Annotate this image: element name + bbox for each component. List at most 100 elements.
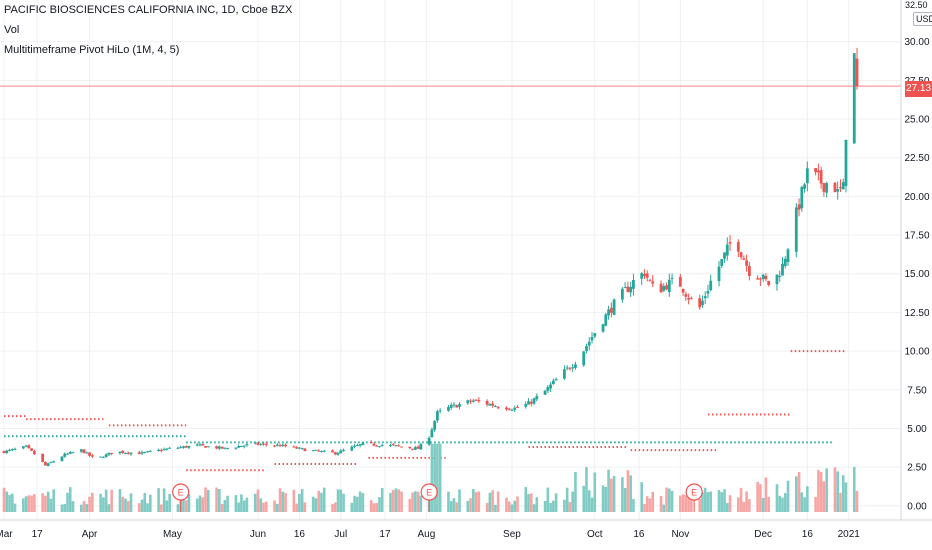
candle-body [237,446,241,448]
volume-bar [524,487,528,512]
time-axis-ticks[interactable]: Mar 17 Apr May Jun 16 Jul 17 Aug Sep Oct 16 Nov Dec 16… [0,529,860,540]
volume-bar [63,504,67,512]
candle-body [477,400,481,402]
volume-bar [839,492,842,512]
volume-bar [391,490,395,512]
candle-body [662,286,666,291]
candle-body [322,450,326,452]
volume-bar [709,491,713,512]
earnings-marker-label: E [178,488,184,498]
candle-body [687,298,691,300]
candle-body [278,445,282,447]
volume-bar [358,491,362,512]
candle-body [295,447,299,449]
candle-body [350,446,354,451]
volume-bar [800,492,804,512]
candle-body [678,276,682,287]
volume-bar [532,504,536,512]
candle-body [745,260,749,266]
price-tick-label: 5.00 [907,424,927,435]
candle-body [535,396,539,400]
volume-bar [648,498,652,512]
volume-bar [841,475,845,512]
volume-bar [339,489,343,512]
candle-body [159,450,163,452]
candle-body [433,420,437,430]
symbol-legend[interactable]: PACIFIC BIOSCIENCES CALIFORNIA INC, 1D, … [4,4,293,16]
candle-body [49,462,53,464]
volume-bar [587,490,591,512]
candle-body [783,258,787,266]
candle-body [256,442,260,445]
candle-body [30,448,34,451]
volume-bar [836,471,840,512]
volume-bar [623,488,627,512]
candle-body [626,286,630,292]
volume-bar [717,490,721,512]
currency-label[interactable]: USD [913,12,932,26]
candle-body [262,443,265,445]
volume-bar [85,504,89,512]
candle-body [742,258,746,260]
volume-bar [629,475,632,512]
candle-body [698,298,702,308]
volume-bar [24,496,28,512]
candle-body [195,444,199,446]
volume-bar [259,498,263,512]
volume-bar [380,487,384,512]
volume-bar [162,488,166,512]
candle-body [563,369,566,379]
candle-body [527,401,530,405]
candle-body [510,409,514,411]
candle-body [44,461,47,466]
volume-bar [182,493,185,512]
candle-body [516,406,519,408]
candle-body [157,449,160,452]
volume-bar [505,497,508,512]
candle-body [643,274,646,277]
candle-body [659,283,663,293]
volume-bar [389,492,392,512]
candle-body [27,445,31,449]
volume-bar [99,493,102,512]
volume-bar [350,502,354,512]
candle-body [839,187,842,189]
volume-bar [783,493,787,512]
candle-body [781,263,784,276]
volume-bar [806,486,809,512]
volume-bar [195,498,199,512]
volume-bar [126,501,130,512]
candle-body [620,288,624,300]
candle-body [841,182,845,190]
candlestick-series [2,47,859,467]
volume-bar [819,471,823,512]
candle-body [411,448,414,450]
candle-body [819,170,823,184]
volume-bar [621,477,624,512]
volume-legend[interactable]: Vol [4,24,20,36]
volume-bar [510,504,514,512]
candle-body [623,287,627,289]
time-tick-label: Dec [754,529,772,540]
volume-bar [187,493,191,512]
volume-bar [361,493,365,512]
candle-body [836,189,840,192]
volume-bar [601,485,605,512]
candle-body [361,442,365,445]
price-tick-label: 0.00 [907,501,927,512]
candle-body [124,452,127,454]
volume-bar [102,497,105,512]
volume-bar [400,491,403,512]
volume-bar [262,502,265,512]
volume-bar [397,489,401,512]
volume-bar [781,497,784,512]
indicator-legend[interactable]: Multitimeframe Pivot HiLo (1M, 4, 5) [4,44,180,56]
candle-body [513,407,517,410]
candle-body [240,446,243,448]
candle-body [458,404,461,407]
volume-bar [284,492,287,512]
candle-body [701,300,704,306]
volume-bar [527,494,530,512]
candle-body [604,314,608,326]
